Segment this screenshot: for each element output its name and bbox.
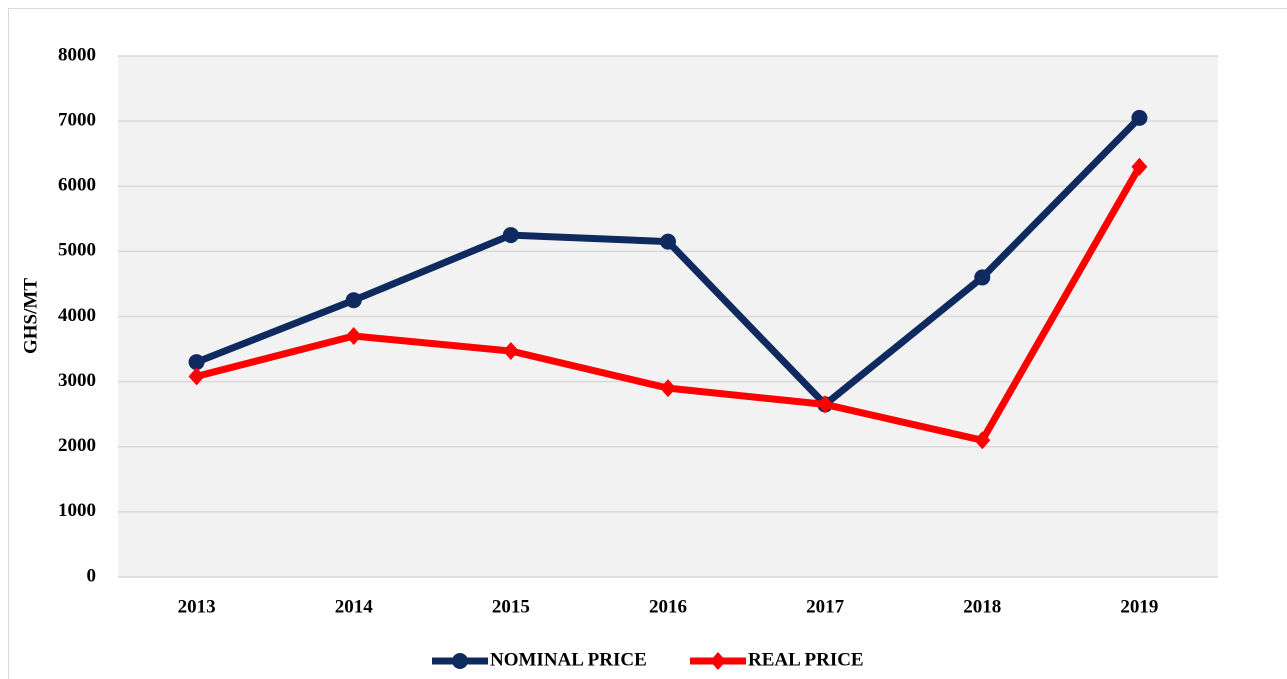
legend-label: NOMINAL PRICE xyxy=(490,649,647,670)
x-tick-label: 2017 xyxy=(806,596,845,617)
point xyxy=(974,431,991,450)
point xyxy=(188,367,205,386)
x-tick-label: 2014 xyxy=(335,596,374,617)
point xyxy=(188,354,205,371)
point xyxy=(452,653,468,669)
point xyxy=(345,327,362,346)
y-axis-label: GHS/MT xyxy=(20,278,41,354)
point xyxy=(817,395,834,414)
x-tick-label: 2016 xyxy=(649,596,687,617)
chart-border xyxy=(8,8,1287,679)
point xyxy=(974,269,991,286)
point xyxy=(1131,109,1148,126)
y-tick-label: 2000 xyxy=(58,435,96,456)
x-tick-label: 2015 xyxy=(492,596,530,617)
y-tick-label: 8000 xyxy=(58,44,96,65)
x-tick-label: 2019 xyxy=(1120,596,1158,617)
y-tick-label: 1000 xyxy=(58,500,96,521)
point xyxy=(1131,157,1148,176)
x-tick-label: 2013 xyxy=(178,596,216,617)
legend-label: REAL PRICE xyxy=(748,649,864,670)
y-tick-label: 7000 xyxy=(58,109,96,130)
point xyxy=(345,292,362,309)
point xyxy=(710,652,726,670)
y-tick-label: 4000 xyxy=(58,305,96,326)
point xyxy=(660,233,676,250)
y-tick-label: 0 xyxy=(87,565,97,586)
x-tick-label: 2018 xyxy=(963,596,1001,617)
y-tick-label: 5000 xyxy=(58,240,96,261)
point xyxy=(502,342,519,361)
point xyxy=(502,227,519,244)
y-tick-label: 6000 xyxy=(58,175,96,196)
y-tick-label: 3000 xyxy=(58,370,96,391)
point xyxy=(660,379,676,398)
